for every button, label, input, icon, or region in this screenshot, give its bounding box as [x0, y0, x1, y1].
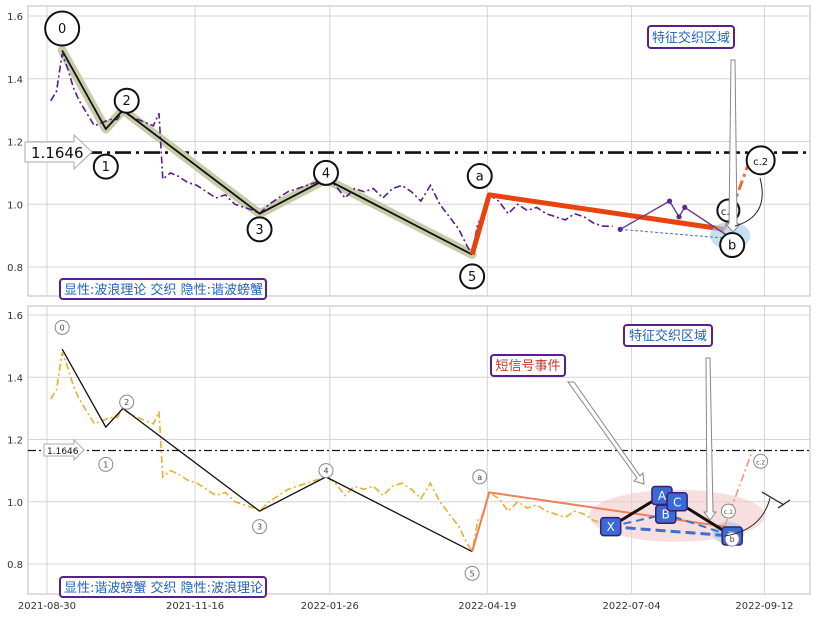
- y-tick-label: 1.0: [7, 498, 23, 509]
- harmonic-point-marker: [676, 214, 682, 220]
- wave-label-badge: [54, 319, 70, 335]
- wave-label: c.1: [721, 207, 736, 218]
- wave-label: a: [477, 473, 482, 482]
- annotation-arrow: [567, 381, 645, 485]
- x-tick-label: 2022-04-19: [458, 601, 516, 612]
- wave-label: c.2: [753, 157, 768, 168]
- y-tick-label: 1.6: [7, 12, 23, 23]
- x-tick-label: 2021-11-16: [166, 601, 224, 612]
- wave-label-badge: [719, 232, 746, 259]
- wave-label-badge: [98, 456, 114, 472]
- harmonic-point-badge: [666, 492, 688, 512]
- y-tick-label: 1.4: [7, 75, 23, 86]
- reference-level-label: 1.1646: [31, 144, 84, 162]
- wave-label-badge: [753, 453, 769, 469]
- wave-label: 2: [124, 398, 129, 407]
- legend-text: 显性:波浪理论 交织 隐性:谐波螃蟹: [64, 282, 263, 298]
- annotation-arrow: [703, 357, 717, 521]
- annotation-region-text: 特征交织区域: [652, 30, 730, 46]
- annotation-arrow: [724, 59, 742, 233]
- harmonic-point-marker: [666, 198, 673, 204]
- wave-label: 2: [123, 94, 131, 109]
- wave-label-badge: [720, 503, 736, 519]
- annotation-region-text: 特征交织区域: [629, 328, 707, 344]
- harmonic-point-marker: [682, 204, 688, 210]
- wave-label: c.2: [756, 459, 765, 466]
- wave-label: b: [730, 535, 735, 544]
- wave-label: 4: [322, 166, 330, 181]
- wave-label: 0: [60, 323, 65, 332]
- projected-c-wave-line: [723, 448, 754, 527]
- y-tick-label: 1.0: [7, 200, 23, 211]
- curve-arrow-tail: [761, 491, 791, 509]
- reference-level-tag: [24, 133, 93, 171]
- wave-label-badge: [246, 216, 273, 243]
- wave-label: 3: [255, 223, 263, 238]
- wave-label: 1: [103, 460, 108, 469]
- harmonic-point-marker: [617, 226, 623, 232]
- annotation-box: [623, 324, 713, 347]
- wave-label-badge: [113, 87, 140, 114]
- harmonic-point-label: B: [662, 508, 670, 522]
- wave-label-badge: [252, 519, 268, 535]
- corrective-wave-line: [471, 491, 725, 552]
- y-tick-label: 1.6: [7, 311, 23, 322]
- impulse-wave-line: [61, 50, 473, 256]
- y-tick-label: 0.8: [7, 263, 23, 274]
- wave-label-badge: [119, 394, 135, 410]
- annotation-box: [647, 25, 735, 49]
- reference-level-label: 1.1646: [47, 447, 79, 457]
- curve-arrow: [734, 177, 763, 227]
- wave-label: 0: [58, 22, 66, 37]
- wave-label: 3: [257, 523, 262, 532]
- wave-label-badge: [318, 463, 334, 479]
- legend-box: [59, 278, 267, 300]
- harmonic-base-line: [620, 228, 733, 240]
- wave-label: 1: [102, 160, 110, 175]
- wave-label: 4: [323, 467, 328, 476]
- y-tick-label: 1.2: [7, 436, 23, 447]
- wave-label: c.1: [724, 509, 733, 516]
- annotation-box: [490, 354, 566, 377]
- wave-label-badge: [472, 469, 488, 485]
- harmonic-point-label: C: [673, 495, 681, 509]
- wave-label-badge: [745, 145, 776, 176]
- wave-label-badge: [466, 163, 493, 190]
- y-tick-label: 1.2: [7, 138, 23, 149]
- annotation-event-text: 短信号事件: [495, 359, 560, 374]
- wave-label-badge: [44, 10, 81, 47]
- harmonic-xd-line: [610, 525, 733, 538]
- legend-text: 显性:谐波螃蟹 交织 隐性:波浪理论: [64, 580, 263, 596]
- wave-label: 5: [468, 270, 476, 285]
- wave-label-badge: [92, 153, 119, 180]
- harmonic-point-badge: [599, 516, 622, 537]
- wave-label: b: [728, 239, 736, 254]
- harmonic-point-label: A: [658, 489, 667, 503]
- curve-arrow: [724, 497, 771, 537]
- x-tick-label: 2022-09-12: [735, 601, 793, 612]
- legend-box: [59, 576, 267, 598]
- y-tick-label: 0.8: [7, 560, 23, 571]
- corrective-wave-line: [469, 192, 725, 256]
- wave-label: a: [476, 170, 484, 185]
- x-tick-label: 2022-07-04: [603, 601, 661, 612]
- x-tick-label: 2021-08-30: [18, 601, 76, 612]
- wave-label: 5: [470, 569, 475, 578]
- price-series-line: [50, 352, 613, 554]
- impulse-wave-line: [61, 348, 473, 553]
- panel-frame: [27, 5, 811, 297]
- wave-label-badge: [464, 565, 480, 581]
- reference-level-tag: [43, 438, 85, 462]
- x-tick-label: 2022-01-26: [301, 601, 359, 612]
- wave-label-badge: [459, 263, 486, 290]
- wave-label-badge: [312, 159, 339, 186]
- harmonic-point-label: X: [607, 520, 615, 534]
- y-tick-label: 1.4: [7, 373, 23, 384]
